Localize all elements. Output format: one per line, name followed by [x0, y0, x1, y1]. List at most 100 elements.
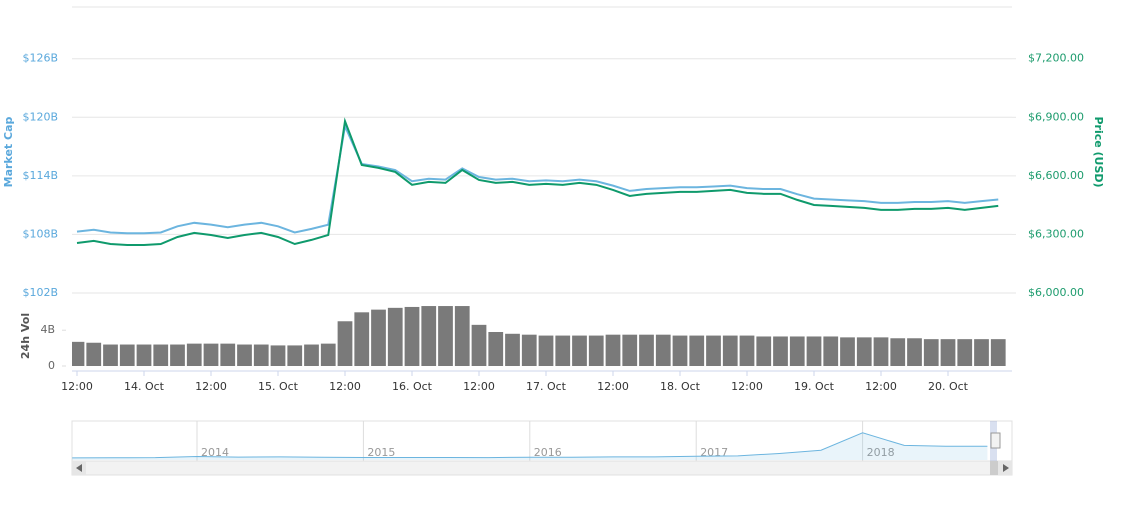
volume-bar	[588, 335, 604, 366]
volume-bar	[72, 341, 85, 366]
volume-bar	[237, 344, 252, 366]
volume-bar	[337, 321, 353, 366]
nav-tick-label: 2018	[867, 446, 895, 459]
navigator[interactable]	[71, 420, 1013, 462]
volume-bar	[438, 306, 453, 366]
volume-bar	[689, 335, 705, 366]
nav-area	[72, 432, 988, 460]
x-tick-label: 20. Oct	[928, 380, 969, 393]
y2-axis-label: Price (USD)	[1092, 116, 1105, 187]
y-tick-label: $120B	[22, 110, 58, 123]
volume-bar	[756, 336, 772, 366]
nav-line	[72, 432, 988, 459]
volume-bar	[186, 343, 202, 366]
arrow-left	[76, 464, 82, 472]
volume-bar	[170, 344, 185, 366]
scroll-thumb[interactable]	[990, 461, 998, 475]
volume-bar	[354, 312, 370, 366]
volume-bar	[773, 336, 788, 366]
volume-bar	[521, 334, 537, 366]
volume-bar	[806, 336, 822, 366]
y2-tick-label: $6,300.00	[1028, 227, 1084, 240]
x-tick-label: 12:00	[731, 380, 763, 393]
volume-bar	[706, 335, 721, 366]
volume-bar	[555, 335, 571, 366]
y2-tick-label: $6,600.00	[1028, 169, 1084, 182]
x-tick-label: 12:00	[463, 380, 495, 393]
series-line	[76, 122, 999, 235]
volume-bar	[287, 345, 303, 366]
volume-bar	[153, 344, 169, 366]
x-tick-label: 12:00	[865, 380, 897, 393]
series-line	[76, 117, 999, 246]
volume-bar	[622, 334, 638, 366]
arrow-right	[1003, 464, 1009, 472]
x-tick-label: 14. Oct	[124, 380, 165, 393]
nav-tick-label: 2016	[534, 446, 562, 459]
y-tick-label: $114B	[22, 169, 58, 182]
nav-tick-label: 2014	[201, 446, 229, 459]
volume-bar	[220, 343, 236, 366]
volume-bar	[320, 343, 336, 366]
y-axis-label: Market Cap	[2, 117, 15, 188]
volume-bar	[421, 306, 437, 366]
nav-tick-label: 2015	[367, 446, 395, 459]
volume-bar	[86, 342, 102, 366]
scrollbar[interactable]	[71, 460, 1013, 476]
y-tick-label: $108B	[22, 227, 58, 240]
volume-bar	[505, 333, 520, 366]
x-tick-label: 16. Oct	[392, 380, 433, 393]
volume-bar	[940, 339, 956, 366]
y-tick-label: $126B	[22, 52, 58, 65]
volume-bar	[253, 344, 269, 366]
nav-handle[interactable]	[990, 432, 1001, 449]
y-tick-label: 0	[48, 359, 55, 372]
volume-bar	[488, 332, 504, 366]
volume-bar	[957, 339, 973, 366]
volume-bar	[371, 309, 386, 366]
volume-bar	[404, 306, 420, 366]
volume-bar	[605, 334, 621, 366]
volume-bar	[572, 335, 587, 366]
y2-tick-label: $6,000.00	[1028, 286, 1084, 299]
volume-bar	[136, 344, 152, 366]
x-tick-label: 17. Oct	[526, 380, 567, 393]
volume-bar	[119, 344, 135, 366]
x-tick-label: 12:00	[329, 380, 361, 393]
volume-bar	[873, 337, 889, 366]
volume-bar	[907, 338, 922, 366]
volume-bar	[639, 334, 654, 366]
volume-bar	[471, 324, 487, 366]
volume-bar	[655, 334, 671, 366]
y2-tick-label: $6,900.00	[1028, 110, 1084, 123]
volume-bar	[672, 335, 688, 366]
x-tick-label: 12:00	[61, 380, 93, 393]
y-tick-label: 4B	[40, 323, 55, 336]
volume-bar	[538, 335, 554, 366]
volume-bar	[890, 338, 906, 366]
volume-bar	[990, 339, 1006, 366]
x-tick-label: 15. Oct	[258, 380, 299, 393]
volume-bar	[454, 306, 470, 366]
y2-tick-label: $7,200.00	[1028, 52, 1084, 65]
volume-bar	[722, 335, 738, 366]
volume-bar	[270, 345, 286, 366]
y-tick-label: $102B	[22, 286, 58, 299]
volume-bar	[739, 335, 755, 366]
volume-bar	[304, 344, 319, 366]
volume-bar	[974, 339, 989, 366]
volume-bar	[789, 336, 805, 366]
volume-bar	[203, 343, 219, 366]
x-tick-label: 18. Oct	[660, 380, 701, 393]
volume-bar	[823, 336, 839, 366]
x-tick-label: 12:00	[597, 380, 629, 393]
x-tick-label: 12:00	[195, 380, 227, 393]
volume-axis-label: 24h Vol	[19, 313, 32, 359]
volume-bar	[387, 307, 403, 366]
x-tick-label: 19. Oct	[794, 380, 835, 393]
volume-bar	[103, 344, 118, 366]
volume-bar	[840, 337, 855, 366]
volume-bar	[923, 339, 939, 366]
